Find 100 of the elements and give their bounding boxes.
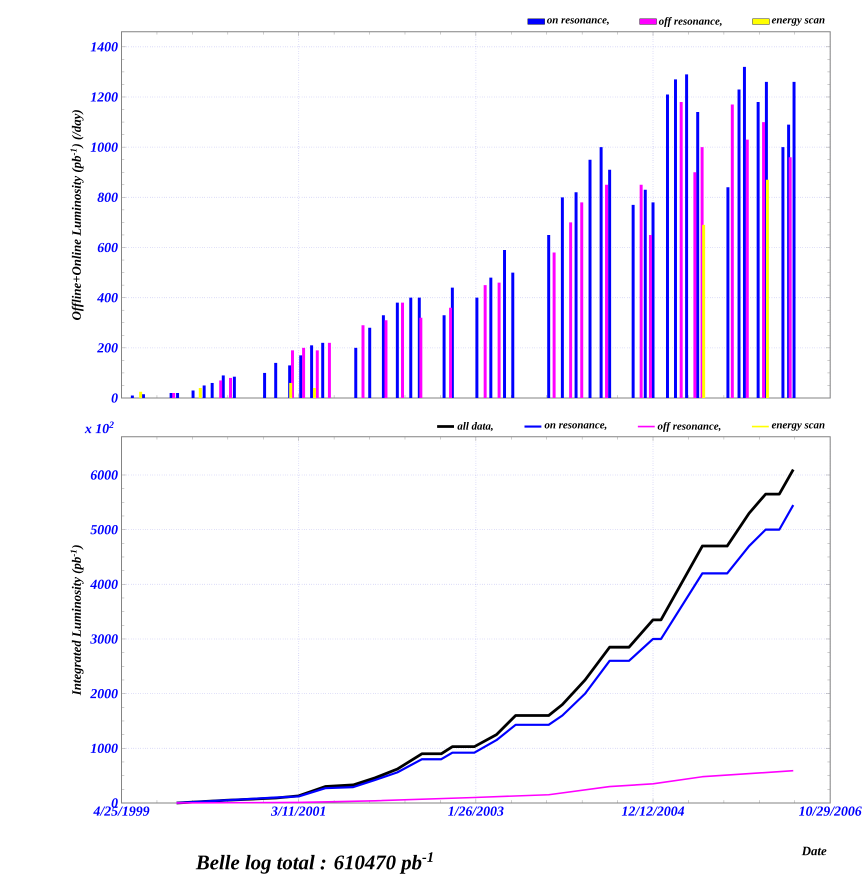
bar <box>384 320 388 398</box>
legend-label: all data, <box>458 422 493 432</box>
bar <box>368 328 372 398</box>
y-tick-label: 5000 <box>90 524 118 534</box>
y-tick-label: 0 <box>112 393 118 403</box>
bar <box>726 187 730 398</box>
text: Belle log total : 610470 pb$^{-1}$ <box>196 852 433 874</box>
x-tick-label: 1/26/2003 <box>448 806 504 816</box>
bar <box>219 380 222 398</box>
bar <box>552 252 556 398</box>
bar <box>547 234 550 398</box>
bar <box>560 197 564 398</box>
bar <box>409 298 412 398</box>
bar <box>762 122 766 398</box>
y-axis-title: Offline+Online Luminosity (pb$^{-1}$) (/day) <box>70 110 84 320</box>
bar <box>569 222 572 398</box>
bar <box>640 184 643 398</box>
bar <box>316 350 319 398</box>
y-tick-label: 1000 <box>90 142 118 152</box>
bar <box>130 396 134 398</box>
x-tick-label: 4/25/1999 <box>93 806 150 816</box>
bar <box>702 224 706 398</box>
bar <box>511 272 514 398</box>
bar <box>202 385 206 398</box>
bar <box>484 285 487 398</box>
bar <box>139 392 142 398</box>
legend-label: on resonance, <box>547 18 609 26</box>
bar <box>738 89 741 398</box>
bar <box>574 192 578 398</box>
bar <box>312 388 316 398</box>
bar <box>489 278 492 398</box>
y-tick-label: 600 <box>98 242 118 252</box>
bar <box>449 308 452 398</box>
bar <box>442 315 446 398</box>
bar <box>289 382 292 398</box>
bar <box>475 298 478 398</box>
y-tick-label: 4000 <box>90 580 118 589</box>
bar <box>232 376 236 398</box>
y-tick-label: 2000 <box>90 688 118 698</box>
bar <box>274 362 278 398</box>
bar <box>176 392 180 398</box>
legend-label: energy scan <box>772 423 825 431</box>
bar <box>503 250 506 398</box>
bar <box>192 390 195 398</box>
bar <box>229 378 232 398</box>
bar <box>788 157 792 398</box>
bar <box>588 160 592 398</box>
bar <box>310 345 314 398</box>
legend-label: off resonance, <box>658 17 722 27</box>
bar <box>302 348 306 398</box>
y-tick-label: 3000 <box>90 634 118 644</box>
bar <box>354 348 358 398</box>
bar <box>498 282 501 398</box>
bar <box>328 342 331 398</box>
bar <box>644 190 647 398</box>
legend-label: on resonance, <box>544 423 606 430</box>
legend-label: energy scan <box>772 18 825 26</box>
legend-label: off resonance, <box>658 422 720 432</box>
bar <box>680 102 683 398</box>
y-tick-label: 1400 <box>90 42 118 52</box>
y-tick-label: 400 <box>97 292 118 302</box>
y-axis-title: Integrated Luminosity (pb$^{-1}$) <box>70 545 84 696</box>
bar <box>756 102 760 398</box>
bar <box>792 82 796 398</box>
bar <box>600 147 603 398</box>
bar <box>142 394 145 398</box>
bar <box>730 104 734 398</box>
y-tick-label: 1200 <box>90 92 118 102</box>
bar <box>693 172 696 398</box>
x-tick-label: 10/29/2006 <box>798 806 862 816</box>
bar <box>222 375 225 398</box>
bar <box>396 302 399 398</box>
bar <box>210 382 214 398</box>
bar <box>321 342 324 398</box>
x-tick-label: 3/11/2001 <box>270 806 325 816</box>
bar <box>608 170 612 398</box>
bar <box>401 302 404 398</box>
bar <box>781 147 784 398</box>
bar <box>766 180 769 398</box>
bar <box>674 79 677 398</box>
bar <box>666 94 669 398</box>
y-tick-label: 800 <box>98 192 118 202</box>
line-series <box>176 770 794 804</box>
bar <box>172 392 176 398</box>
bar <box>648 234 652 398</box>
bar <box>685 74 688 398</box>
y-tick-label: 6000 <box>90 470 118 480</box>
bar <box>605 184 608 398</box>
x-tick-label: 12/12/2004 <box>622 806 684 816</box>
bar <box>419 318 422 398</box>
bar <box>742 66 746 398</box>
y-tick-label: 1000 <box>90 744 118 753</box>
bar <box>632 204 635 398</box>
x-axis-title: Date <box>802 846 826 856</box>
bar <box>263 372 266 398</box>
bar <box>198 388 202 398</box>
y-tick-label: 200 <box>97 343 118 353</box>
bar <box>362 325 364 398</box>
text: x 10$^{2}$ <box>84 422 114 434</box>
bar <box>746 140 749 398</box>
